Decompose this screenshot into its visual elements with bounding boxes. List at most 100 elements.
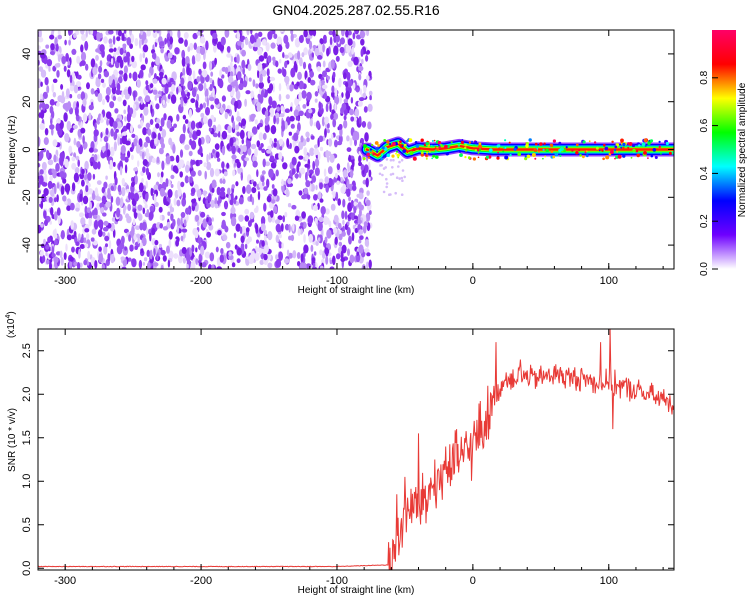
spectrogram-noise-cell (79, 173, 85, 180)
spectrogram-noise-cell (354, 108, 360, 118)
spectrogram-noise-cell (401, 169, 405, 172)
spectrogram-noise-cell (103, 70, 110, 78)
spectrogram-noise-cell (168, 239, 172, 249)
spectrogram-signal-cell (468, 141, 471, 144)
spectrogram-signal-cell (420, 138, 424, 142)
spectrogram-noise-cell (121, 177, 126, 186)
spectrogram-noise-cell (226, 143, 230, 150)
spectrogram-noise-cell (345, 90, 351, 100)
spectrogram-noise-cell (167, 52, 173, 59)
spectrogram-noise-cell (191, 55, 196, 65)
spectrogram-signal-cell (466, 148, 469, 151)
spectrogram-noise-cell (267, 231, 273, 241)
spectrogram-noise-cell (365, 177, 369, 188)
spectrogram-noise-cell (209, 77, 213, 83)
spectrogram-noise-cell (329, 36, 333, 46)
spectrogram-noise-cell (258, 31, 263, 37)
spectrogram-noise-cell (297, 122, 301, 132)
spectrogram-noise-cell (141, 114, 145, 122)
spectrogram-noise-cell (258, 81, 264, 89)
spectrogram-noise-cell (312, 204, 318, 211)
spectrogram-noise-cell (67, 60, 71, 66)
spectrogram-noise-cell (288, 223, 291, 233)
spectrogram-noise-cell (329, 266, 335, 269)
spectrogram-noise-cell (68, 39, 71, 46)
spectrogram-noise-cell (343, 108, 348, 116)
spectrogram-noise-cell (158, 41, 165, 47)
spectrogram-noise-cell (123, 65, 128, 74)
spectrogram-noise-cell (281, 184, 285, 193)
spectrogram-noise-cell (216, 41, 223, 50)
spectrogram-noise-cell (152, 30, 158, 39)
spectrogram-signal-cell (647, 157, 649, 160)
spectrogram-y-label: Frequency (Hz) (7, 116, 18, 185)
spectrogram-noise-cell (233, 30, 238, 33)
spectrogram-noise-cell (305, 180, 311, 188)
spectrogram-noise-cell (164, 37, 168, 45)
spectrogram-noise-cell (248, 77, 252, 82)
spectrogram-noise-cell (282, 215, 286, 223)
spectrogram-noise-cell (360, 48, 364, 57)
spectrogram-signal-cell (647, 141, 651, 145)
spectrogram-noise-cell (368, 210, 372, 215)
spectrogram-noise-cell (151, 61, 155, 68)
spectrogram-noise-cell (366, 261, 369, 269)
spectrogram-noise-cell (368, 169, 372, 178)
spectrogram-noise-cell (117, 30, 122, 37)
spectrogram-noise-cell (133, 233, 138, 241)
spectrogram-noise-cell (316, 66, 321, 72)
spectrogram-noise-cell (358, 239, 362, 244)
spectrogram-noise-cell (206, 153, 209, 163)
spectrogram-noise-cell (80, 91, 86, 101)
spectrogram-noise-cell (139, 53, 143, 63)
spectrogram-noise-cell (294, 145, 300, 154)
spectrogram-noise-cell (106, 95, 110, 103)
spectrogram-noise-cell (45, 44, 50, 49)
spectrogram-signal-cell (392, 141, 396, 146)
spectrogram-noise-cell (356, 87, 360, 93)
spectrogram-noise-cell (77, 93, 82, 99)
spectrogram-noise-cell (203, 162, 208, 168)
spectrogram-noise-cell (288, 252, 293, 259)
spectrogram-noise-cell (39, 250, 44, 257)
spectrogram-noise-cell (338, 77, 342, 88)
spectrogram-noise-cell (55, 162, 60, 172)
spectrogram-noise-cell (297, 161, 301, 167)
spectrogram-noise-cell (237, 147, 241, 153)
spectrogram-noise-cell (389, 159, 393, 162)
spectrogram-noise-cell (325, 247, 329, 257)
spectrogram-noise-cell (364, 132, 369, 142)
spectrogram-noise-cell (328, 138, 333, 147)
spectrogram-noise-cell (183, 96, 188, 104)
y-tick-label: 1.5 (21, 430, 33, 445)
spectrogram-noise-cell (61, 56, 67, 65)
spectrogram-noise-cell (149, 205, 155, 213)
spectrogram-noise-cell (45, 244, 50, 250)
spectrogram-noise-cell (318, 216, 325, 223)
spectrogram-noise-cell (322, 43, 325, 53)
spectrogram-noise-cell (130, 124, 133, 134)
spectrogram-noise-cell (121, 90, 124, 98)
spectrogram-signal-cell (397, 156, 400, 159)
spectrogram-noise-cell (341, 210, 345, 220)
spectrogram-noise-cell (260, 223, 266, 232)
spectrogram-noise-cell (176, 224, 180, 234)
spectrogram-noise-cell (258, 132, 264, 141)
spectrogram-noise-cell (203, 82, 207, 91)
spectrogram-noise-cell (214, 168, 220, 177)
spectrogram-signal-cell (474, 149, 478, 152)
spectrogram-noise-cell (246, 184, 252, 194)
spectrogram-noise-cell (179, 133, 185, 144)
spectrogram-noise-cell (181, 197, 187, 207)
spectrogram-noise-cell (75, 241, 80, 246)
spectrogram-noise-cell (291, 168, 296, 175)
spectrogram-noise-cell (131, 55, 135, 63)
spectrogram-signal-cell (420, 153, 424, 157)
spectrogram-noise-cell (286, 249, 290, 257)
spectrogram-noise-cell (236, 71, 242, 80)
spectrogram-noise-cell (110, 57, 114, 66)
spectrogram-noise-cell (114, 108, 119, 114)
spectrogram-noise-cell (400, 176, 404, 180)
spectrogram-noise-cell (111, 217, 116, 222)
spectrogram-noise-cell (116, 55, 123, 63)
